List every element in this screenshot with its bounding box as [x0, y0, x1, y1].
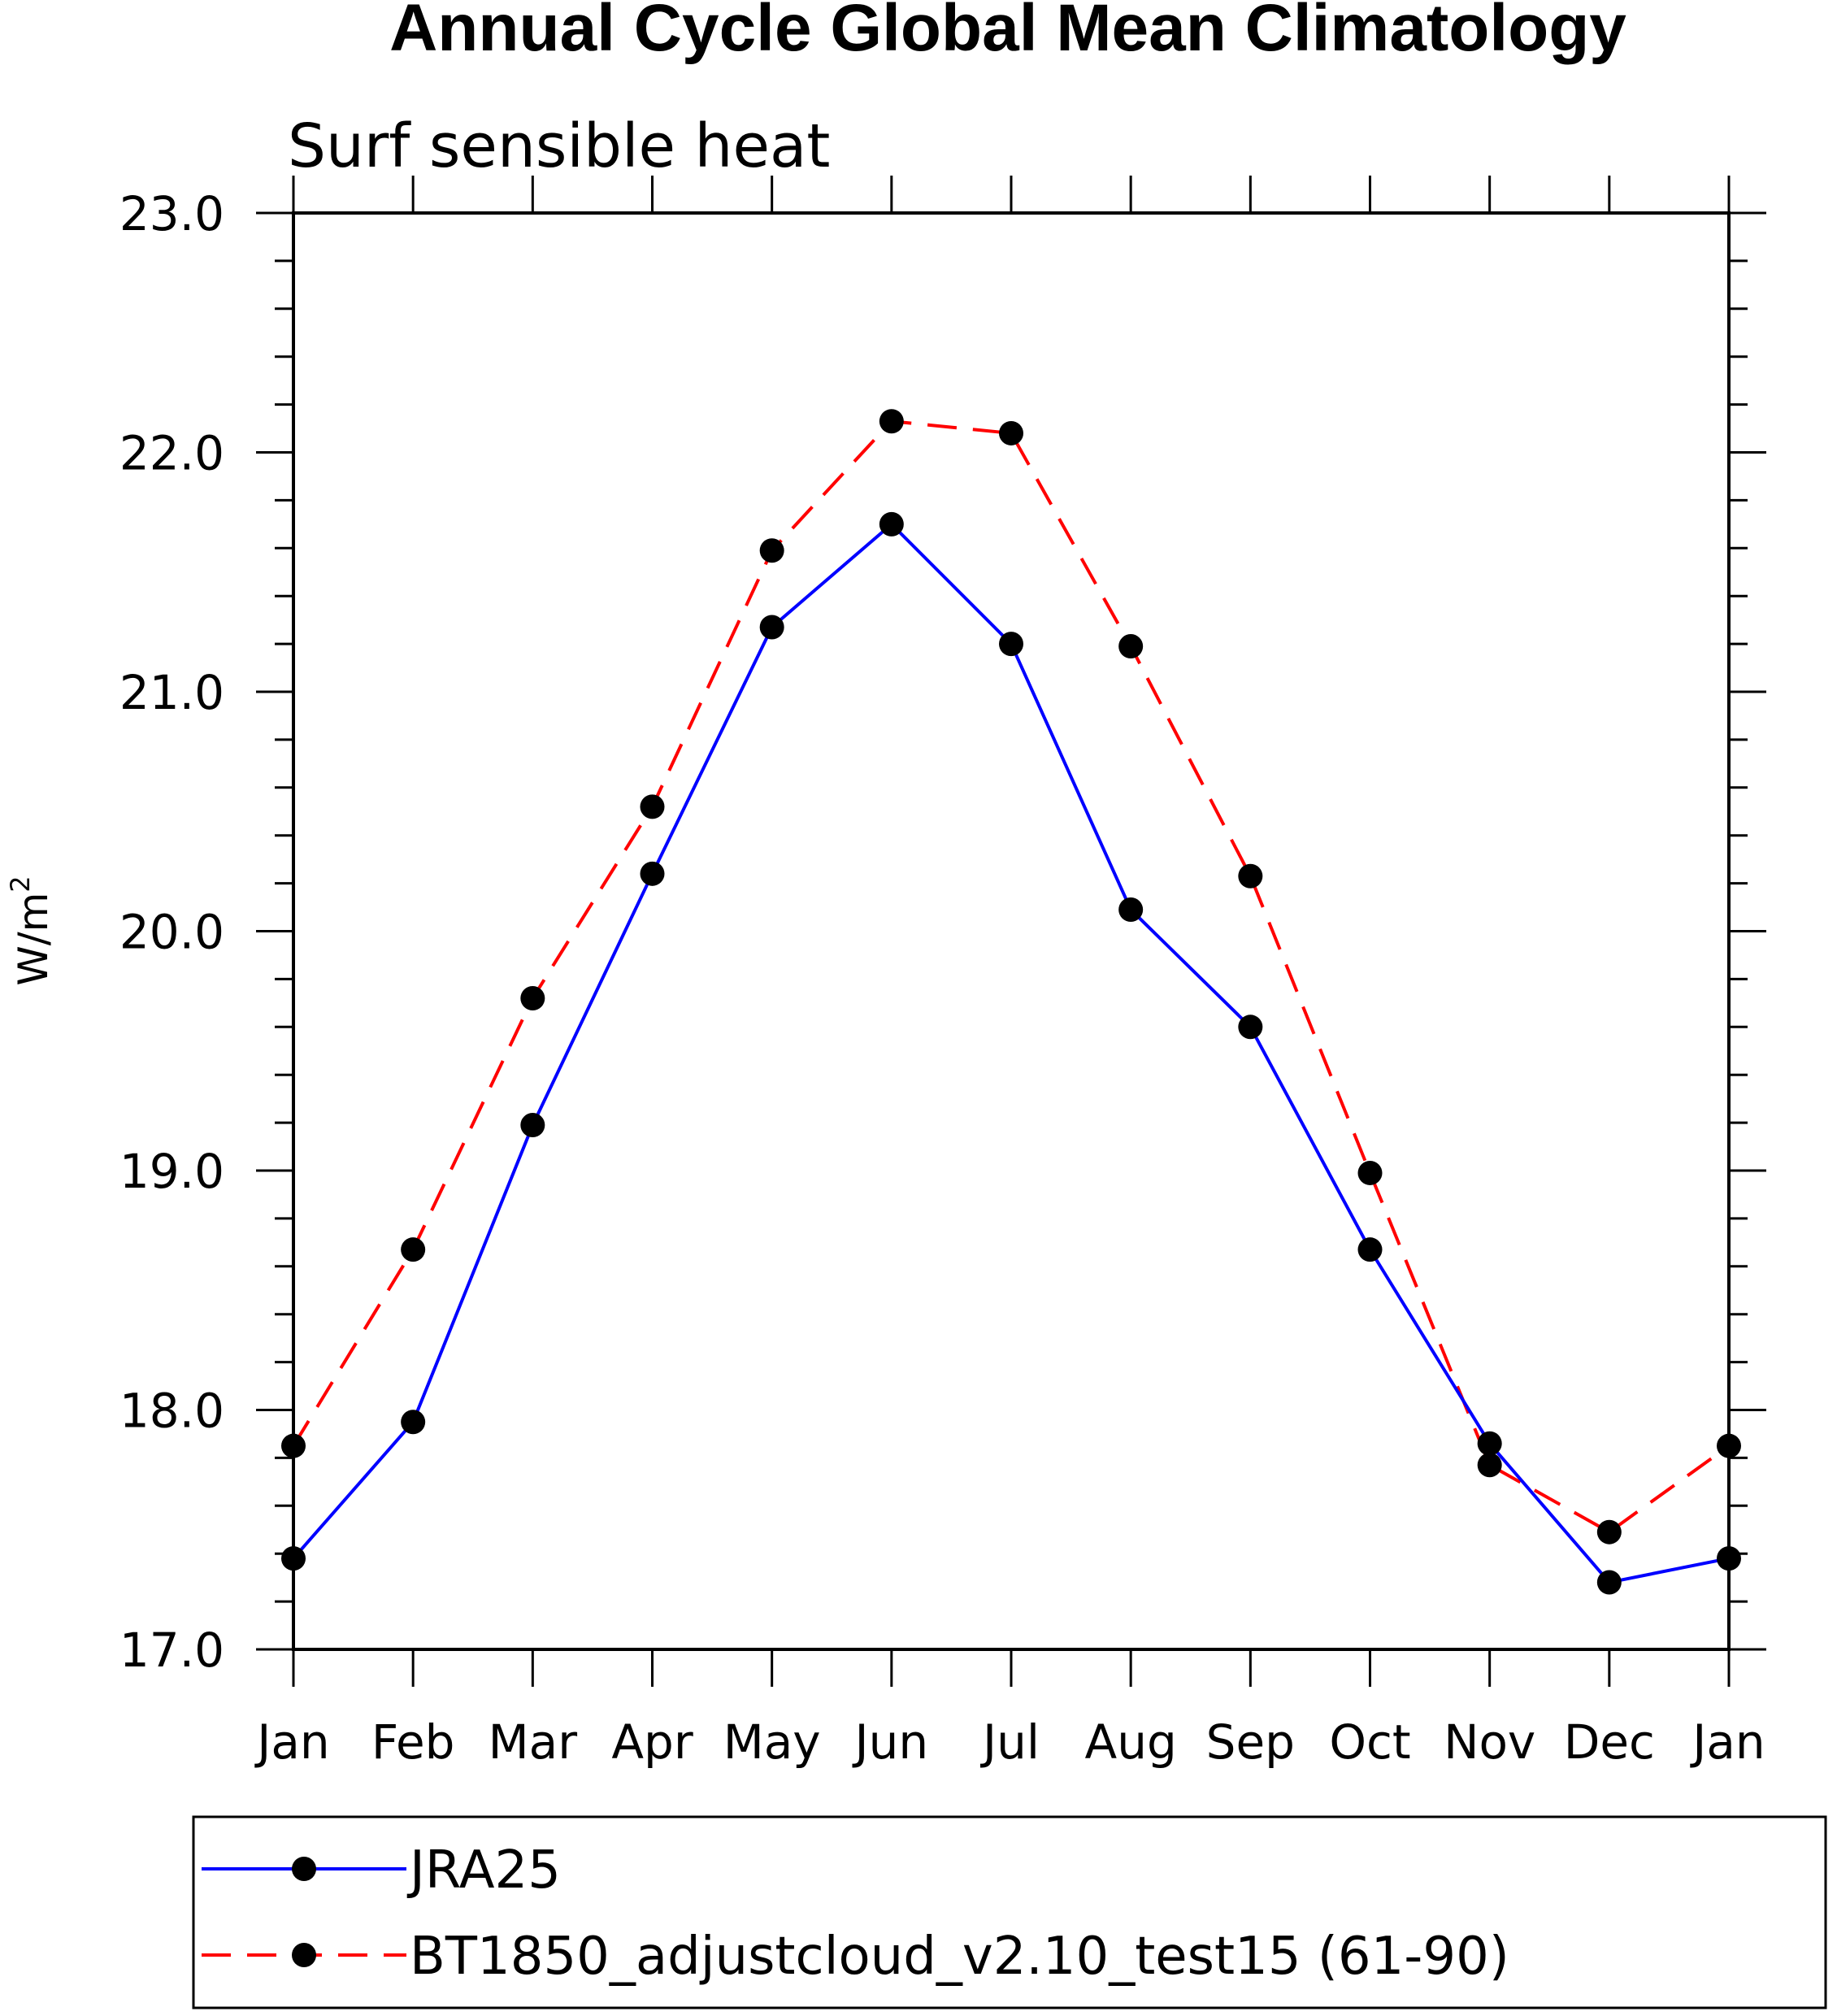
y-tick-label: 17.0 — [119, 1623, 224, 1678]
y-axis-label-text: W/m — [10, 893, 57, 986]
data-point — [1477, 1453, 1502, 1478]
series-0 — [281, 511, 1741, 1595]
data-point — [1596, 1570, 1622, 1595]
y-tick-label: 18.0 — [119, 1384, 224, 1439]
chart-subtitle: Surf sensible heat — [288, 111, 830, 181]
y-tick-label: 19.0 — [119, 1144, 224, 1199]
y-axis-ticks — [256, 211, 1766, 1651]
series-layer — [281, 409, 1741, 1595]
data-point — [1477, 1431, 1502, 1456]
x-tick-label: Nov — [1444, 1714, 1535, 1770]
data-point — [879, 511, 904, 537]
data-point — [999, 420, 1023, 445]
y-tick-label: 23.0 — [119, 186, 224, 241]
y-axis-tick-labels: 17.0 18.0 19.0 20.0 21.0 22.0 23.0 — [119, 186, 224, 1678]
data-point — [1357, 1160, 1383, 1185]
x-tick-label: Feb — [371, 1714, 455, 1770]
x-tick-label: Jul — [980, 1714, 1040, 1770]
data-point — [281, 1433, 306, 1458]
y-tick-label: 20.0 — [119, 905, 224, 960]
legend-marker — [292, 1857, 316, 1881]
data-point — [1118, 634, 1144, 659]
x-tick-label: Mar — [489, 1714, 578, 1770]
legend-label: JRA25 — [406, 1840, 561, 1901]
data-point — [1238, 1015, 1263, 1040]
legend: JRA25 BT1850_adjustcloud_v2.10_test15 (61… — [192, 1815, 1827, 2009]
data-point — [281, 1546, 306, 1571]
data-point — [640, 794, 665, 819]
y-tick-label: 21.0 — [119, 665, 224, 720]
x-tick-label: Oct — [1329, 1714, 1410, 1770]
y-axis-label: W/m2 — [5, 875, 57, 985]
data-point — [999, 632, 1023, 657]
data-point — [1357, 1237, 1383, 1262]
x-axis-tick-labels: Jan Feb Mar Apr May Jun Jul Aug Sep Oct Nov Dec Jan — [254, 1714, 1765, 1770]
data-point — [759, 615, 784, 640]
data-point — [401, 1237, 426, 1262]
legend-frame — [192, 1815, 1827, 2009]
legend-label: BT1850_adjustcloud_v2.10_test15 (61-90) — [410, 1927, 1509, 1987]
legend-item: JRA25 — [202, 1840, 561, 1901]
x-tick-label: Apr — [611, 1714, 693, 1770]
data-point — [1596, 1519, 1622, 1545]
y-axis-label-superscript: 2 — [5, 875, 36, 892]
x-tick-label: Jan — [1690, 1714, 1765, 1770]
x-axis-ticks — [292, 176, 1731, 1687]
legend-marker — [292, 1943, 316, 1967]
series-line — [292, 522, 1730, 1584]
legend-item: BT1850_adjustcloud_v2.10_test15 (61-90) — [202, 1927, 1509, 1987]
data-point — [520, 985, 545, 1010]
data-point — [1118, 897, 1144, 922]
legend-items: JRA25 BT1850_adjustcloud_v2.10_test15 (61… — [202, 1840, 1509, 1987]
data-point — [401, 1410, 426, 1435]
data-point — [759, 538, 784, 563]
data-point — [1238, 863, 1263, 889]
data-point — [1717, 1433, 1741, 1458]
data-point — [1717, 1546, 1741, 1571]
data-point — [520, 1113, 545, 1138]
series-line — [292, 419, 1731, 1535]
y-tick-label: 22.0 — [119, 426, 224, 481]
x-tick-label: May — [723, 1714, 821, 1770]
data-point — [640, 861, 665, 886]
chart-title: Annual Cycle Global Mean Climatology — [389, 0, 1626, 65]
x-tick-label: Aug — [1085, 1714, 1177, 1770]
x-tick-label: Jan — [254, 1714, 329, 1770]
x-tick-label: Sep — [1206, 1714, 1295, 1770]
data-point — [879, 409, 904, 434]
series-1 — [281, 409, 1741, 1545]
x-tick-label: Dec — [1564, 1714, 1655, 1770]
x-tick-label: Jun — [853, 1714, 929, 1770]
